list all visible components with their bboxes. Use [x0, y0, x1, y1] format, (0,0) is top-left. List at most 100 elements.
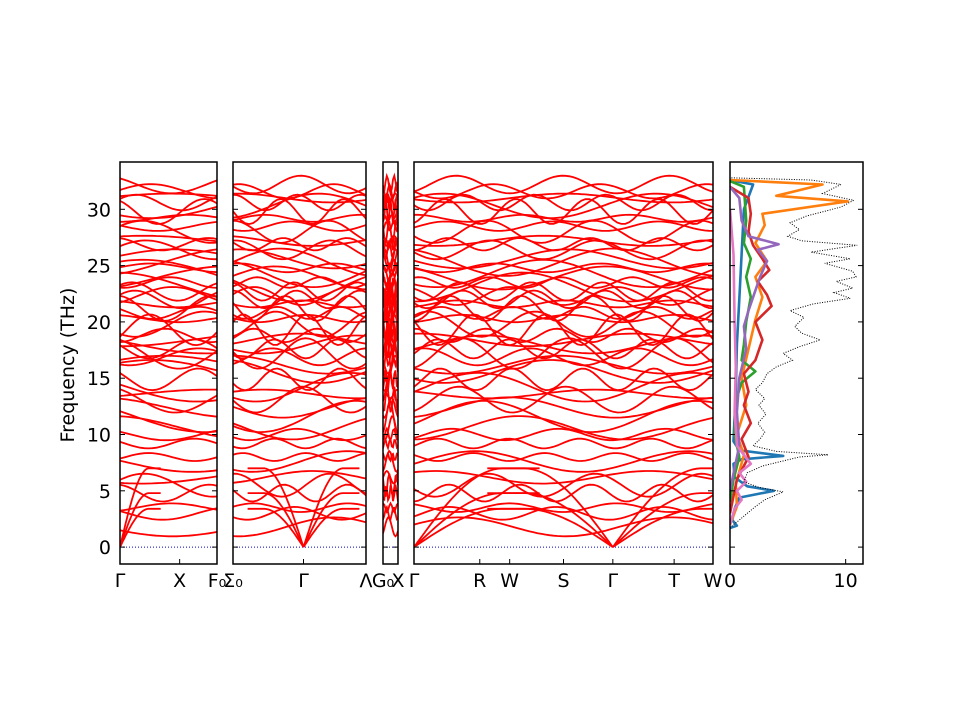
optical-band	[120, 234, 217, 243]
y-axis-label: Frequency (THz)	[57, 288, 79, 443]
optical-band	[414, 174, 713, 195]
optical-band	[233, 327, 366, 344]
high-symmetry-label: G₀	[372, 570, 394, 592]
acoustic-band	[120, 507, 161, 548]
optical-band	[233, 337, 366, 370]
optical-band	[383, 501, 398, 514]
optical-band	[414, 192, 713, 204]
optical-band	[233, 472, 366, 498]
high-symmetry-label: W	[500, 570, 519, 592]
y-tick-label: 15	[87, 368, 111, 390]
optical-band	[120, 397, 217, 418]
optical-band	[233, 294, 366, 322]
optical-band	[233, 388, 366, 400]
optical-band	[120, 327, 217, 343]
optical-band	[120, 483, 217, 503]
high-symmetry-label: Σ₀	[223, 570, 243, 592]
y-tick-label: 20	[87, 312, 111, 334]
optical-band	[414, 502, 713, 513]
optical-band	[233, 334, 366, 355]
optical-band	[383, 354, 398, 375]
acoustic-band	[247, 507, 305, 548]
acoustic-band	[247, 467, 305, 548]
optical-band	[383, 358, 398, 384]
projected-dos-curve-5	[730, 185, 780, 492]
optical-band	[120, 410, 217, 434]
optical-band	[383, 192, 398, 204]
optical-band	[414, 452, 713, 462]
optical-band	[120, 289, 217, 310]
optical-band	[383, 314, 398, 346]
optical-band	[120, 529, 217, 538]
optical-band	[414, 219, 713, 244]
optical-band	[120, 459, 217, 473]
dos-panel: 0 10	[724, 161, 864, 592]
y-axis-label-group: Frequency (THz)	[57, 288, 79, 443]
high-symmetry-label: X	[173, 570, 186, 592]
optical-band	[233, 313, 366, 347]
high-symmetry-label: F₀	[208, 570, 227, 592]
optical-band	[233, 247, 366, 277]
high-symmetry-label: T	[667, 570, 680, 592]
optical-band	[120, 177, 217, 195]
y-tick-label: 0	[99, 537, 111, 559]
optical-band	[383, 213, 398, 224]
optical-band	[120, 271, 217, 298]
optical-band	[233, 313, 366, 324]
optical-band	[383, 172, 398, 197]
optical-band	[414, 372, 713, 403]
acoustic-band	[120, 492, 161, 548]
optical-band	[233, 260, 366, 289]
optical-band	[383, 194, 398, 213]
optical-band	[120, 475, 217, 485]
optical-band	[383, 426, 398, 443]
dos-curves	[730, 177, 858, 530]
high-symmetry-label: X	[391, 570, 404, 592]
optical-band	[233, 354, 366, 375]
y-tick-label: 25	[87, 256, 111, 278]
optical-band	[233, 235, 366, 247]
optical-band	[414, 313, 713, 347]
optical-band	[414, 388, 713, 400]
y-tick-label: 5	[99, 481, 111, 503]
optical-band	[414, 427, 713, 442]
high-symmetry-label: S	[557, 570, 569, 592]
optical-band	[233, 359, 366, 384]
optical-band	[414, 516, 713, 538]
optical-band	[233, 452, 366, 462]
optical-band	[414, 305, 713, 320]
optical-band	[414, 286, 713, 306]
optical-band	[233, 483, 366, 503]
optical-band	[120, 335, 217, 348]
optical-band	[120, 286, 217, 304]
optical-band	[120, 310, 217, 338]
optical-band	[414, 310, 713, 338]
optical-band	[414, 415, 713, 441]
band-lines	[120, 177, 217, 548]
optical-band	[414, 183, 713, 200]
panel-frame	[232, 161, 367, 565]
high-symmetry-label: Γ	[409, 570, 420, 592]
optical-band	[120, 429, 217, 442]
optical-band	[383, 246, 398, 278]
optical-band	[120, 472, 217, 498]
acoustic-band	[612, 507, 713, 548]
optical-band	[414, 347, 713, 367]
acoustic-band	[247, 492, 305, 548]
optical-band	[414, 354, 713, 375]
optical-band	[233, 502, 366, 513]
optical-band	[233, 174, 366, 195]
acoustic-band	[487, 467, 614, 548]
optical-band	[120, 198, 217, 225]
optical-band	[233, 427, 366, 442]
high-symmetry-label: Γ	[298, 570, 309, 592]
optical-band	[233, 505, 366, 521]
optical-band	[414, 359, 713, 384]
optical-band	[414, 276, 713, 289]
optical-band	[233, 286, 366, 306]
optical-band	[233, 262, 366, 274]
optical-band	[233, 367, 366, 392]
